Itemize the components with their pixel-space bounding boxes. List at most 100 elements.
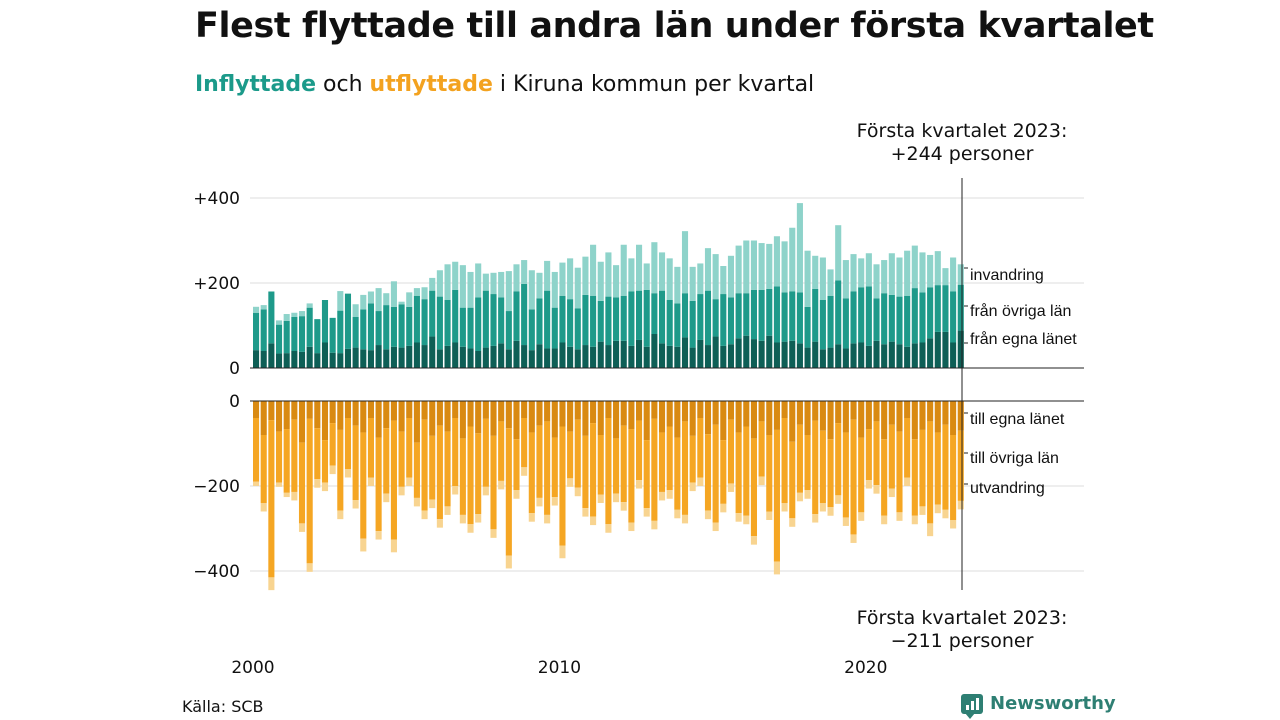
bar-utflyttade-1-13 bbox=[352, 425, 359, 501]
bar-inflyttade-2-0 bbox=[253, 306, 260, 313]
bar-inflyttade-1-67 bbox=[766, 288, 773, 336]
bar-inflyttade-0-82 bbox=[881, 344, 888, 368]
bar-utflyttade-2-30 bbox=[482, 486, 489, 496]
bar-utflyttade-0-76 bbox=[835, 401, 842, 424]
brand-name: Newsworthy bbox=[990, 693, 1116, 714]
bar-utflyttade-0-73 bbox=[812, 401, 819, 421]
bar-utflyttade-0-32 bbox=[498, 401, 505, 422]
bar-utflyttade-1-37 bbox=[536, 425, 543, 498]
bar-inflyttade-1-90 bbox=[942, 285, 949, 332]
bar-utflyttade-2-90 bbox=[942, 509, 949, 519]
bar-inflyttade-1-50 bbox=[636, 290, 643, 340]
bar-inflyttade-1-81 bbox=[873, 298, 880, 341]
bar-inflyttade-1-28 bbox=[467, 307, 474, 349]
bar-inflyttade-2-92 bbox=[957, 264, 964, 285]
bar-utflyttade-2-4 bbox=[283, 492, 290, 498]
bar-inflyttade-0-12 bbox=[344, 348, 352, 369]
bar-utflyttade-1-66 bbox=[758, 421, 765, 477]
bar-inflyttade-2-41 bbox=[567, 258, 574, 300]
bar-inflyttade-2-32 bbox=[498, 271, 505, 298]
bar-utflyttade-1-41 bbox=[567, 431, 574, 479]
y-tick-label-inflyttade-0: 0 bbox=[229, 359, 240, 379]
bar-inflyttade-1-13 bbox=[352, 317, 359, 348]
bar-utflyttade-1-48 bbox=[620, 425, 627, 503]
bar-inflyttade-2-80 bbox=[865, 253, 872, 287]
bar-utflyttade-0-42 bbox=[574, 401, 581, 420]
bar-inflyttade-2-28 bbox=[467, 271, 474, 308]
bar-utflyttade-1-53 bbox=[658, 432, 666, 492]
bar-utflyttade-0-88 bbox=[927, 401, 934, 422]
bar-utflyttade-2-47 bbox=[613, 493, 620, 503]
bar-inflyttade-1-62 bbox=[727, 297, 735, 345]
bar-inflyttade-1-51 bbox=[643, 289, 650, 347]
bar-utflyttade-0-62 bbox=[727, 401, 735, 420]
bar-inflyttade-2-20 bbox=[406, 292, 413, 307]
bar-inflyttade-1-14 bbox=[360, 309, 367, 350]
y-tick-label-inflyttade-2: +400 bbox=[193, 189, 240, 209]
bar-utflyttade-2-51 bbox=[643, 508, 650, 517]
bar-utflyttade-0-30 bbox=[482, 401, 489, 419]
bar-utflyttade-2-65 bbox=[750, 536, 757, 545]
bar-utflyttade-1-32 bbox=[498, 421, 505, 481]
bar-utflyttade-2-57 bbox=[689, 482, 696, 492]
bar-utflyttade-1-46 bbox=[605, 418, 612, 525]
bar-utflyttade-0-70 bbox=[789, 401, 796, 442]
y-tick-label-utflyttade-2: −400 bbox=[193, 562, 240, 582]
bar-inflyttade-1-47 bbox=[613, 297, 620, 341]
legend-label-in-1: från övriga län bbox=[970, 302, 1071, 320]
bar-utflyttade-0-29 bbox=[475, 401, 482, 434]
bar-utflyttade-2-42 bbox=[574, 487, 581, 497]
bar-utflyttade-1-30 bbox=[482, 418, 489, 487]
bar-inflyttade-1-26 bbox=[452, 289, 459, 343]
bar-utflyttade-1-63 bbox=[735, 432, 742, 514]
bar-utflyttade-0-83 bbox=[888, 401, 895, 425]
bar-utflyttade-1-91 bbox=[950, 435, 957, 520]
bar-inflyttade-0-56 bbox=[681, 337, 689, 368]
bar-inflyttade-1-79 bbox=[858, 287, 865, 343]
bar-utflyttade-2-68 bbox=[773, 561, 780, 575]
bar-inflyttade-0-87 bbox=[919, 342, 926, 368]
bar-inflyttade-0-85 bbox=[904, 346, 911, 368]
bar-inflyttade-1-72 bbox=[804, 306, 811, 348]
bar-inflyttade-1-77 bbox=[842, 298, 849, 349]
bar-inflyttade-0-41 bbox=[567, 346, 574, 368]
bar-inflyttade-2-44 bbox=[590, 244, 597, 296]
bar-utflyttade-0-39 bbox=[551, 401, 558, 438]
bar-utflyttade-2-21 bbox=[413, 497, 420, 507]
bar-inflyttade-2-77 bbox=[842, 260, 849, 299]
bar-utflyttade-0-59 bbox=[704, 401, 712, 435]
bar-utflyttade-1-50 bbox=[636, 420, 643, 481]
bar-utflyttade-2-82 bbox=[881, 515, 888, 525]
bar-inflyttade-2-43 bbox=[582, 256, 589, 295]
bar-utflyttade-1-28 bbox=[467, 426, 474, 525]
bar-inflyttade-2-85 bbox=[904, 250, 911, 296]
bar-inflyttade-2-4 bbox=[283, 314, 290, 321]
bar-utflyttade-1-65 bbox=[750, 438, 757, 537]
bar-utflyttade-2-88 bbox=[927, 523, 934, 537]
bar-inflyttade-1-49 bbox=[628, 291, 635, 346]
bar-inflyttade-1-12 bbox=[344, 293, 352, 349]
bar-utflyttade-1-54 bbox=[666, 426, 673, 491]
bar-inflyttade-0-74 bbox=[819, 349, 826, 368]
bar-inflyttade-1-71 bbox=[796, 292, 803, 344]
bar-inflyttade-0-51 bbox=[643, 346, 650, 368]
bar-inflyttade-0-66 bbox=[758, 340, 765, 368]
bar-utflyttade-0-54 bbox=[666, 401, 673, 427]
bar-inflyttade-0-48 bbox=[620, 340, 627, 368]
bar-inflyttade-1-53 bbox=[658, 290, 666, 344]
bar-utflyttade-2-73 bbox=[812, 514, 819, 523]
bar-utflyttade-1-78 bbox=[850, 419, 857, 535]
bar-utflyttade-1-6 bbox=[298, 442, 306, 524]
bar-inflyttade-1-7 bbox=[306, 307, 313, 347]
bar-chart-icon bbox=[961, 693, 983, 719]
bar-inflyttade-0-71 bbox=[796, 343, 803, 368]
bar-inflyttade-0-28 bbox=[467, 348, 474, 368]
bar-inflyttade-1-85 bbox=[904, 295, 911, 347]
bar-inflyttade-0-45 bbox=[597, 341, 604, 368]
bar-utflyttade-0-57 bbox=[689, 401, 696, 436]
y-tick-label-utflyttade-1: −200 bbox=[193, 477, 240, 497]
bar-inflyttade-0-58 bbox=[697, 339, 704, 368]
bar-utflyttade-2-2 bbox=[268, 577, 275, 591]
bar-inflyttade-1-29 bbox=[475, 297, 482, 351]
subtitle-connector: och bbox=[316, 72, 370, 97]
